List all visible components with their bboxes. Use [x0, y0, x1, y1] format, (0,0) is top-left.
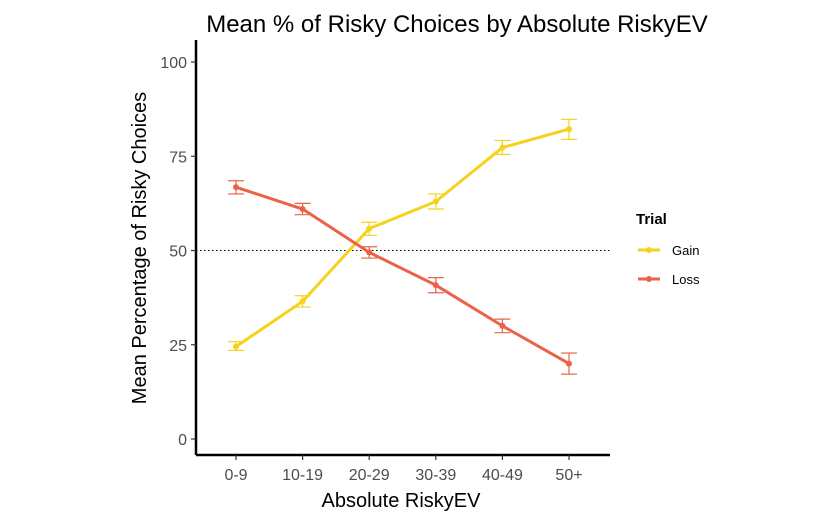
y-tick-label: 75 [169, 149, 187, 166]
x-tick-label: 30-39 [415, 467, 456, 484]
legend-title: Trial [636, 211, 667, 228]
x-tick-label: 40-49 [482, 467, 523, 484]
legend-item-loss: Loss [638, 272, 700, 287]
legend-swatch-point [646, 276, 652, 282]
series-line [235, 127, 570, 348]
x-tick-label: 50+ [555, 467, 582, 484]
y-tick-label: 50 [169, 244, 187, 261]
y-tick-label: 100 [160, 55, 187, 72]
plot-area: 0 25 50 75 100 0-9 10-19 20-29 30-39 40-49 50+ [160, 40, 610, 484]
legend-swatch-point [646, 247, 652, 253]
series-line [235, 185, 570, 365]
series-gain [228, 118, 577, 352]
data-point [299, 206, 306, 213]
data-point [299, 298, 306, 305]
x-tick-label: 20-29 [349, 467, 390, 484]
data-point [432, 198, 439, 205]
y-tick-label: 25 [169, 338, 187, 355]
legend-label: Loss [672, 272, 700, 287]
y-axis-label: Mean Percentage of Risky Choices [129, 92, 151, 404]
legend-item-gain: Gain [638, 243, 699, 258]
chart-title: Mean % of Risky Choices by Absolute Risk… [206, 11, 708, 38]
x-tick-label: 0-9 [224, 467, 247, 484]
data-point [233, 184, 239, 191]
legend-label: Gain [672, 243, 699, 258]
x-tick-label: 10-19 [282, 467, 323, 484]
x-axis-label: Absolute RiskyEV [322, 490, 482, 512]
series-loss [228, 180, 577, 375]
data-point [432, 282, 439, 289]
data-point [499, 144, 506, 151]
data-point [233, 343, 239, 350]
y-tick-label: 0 [178, 432, 187, 449]
data-point [366, 249, 373, 256]
data-point [566, 126, 572, 133]
data-point [366, 225, 373, 232]
data-point [499, 322, 506, 329]
data-point [566, 360, 572, 367]
legend: Trial Gain Loss [636, 211, 700, 287]
